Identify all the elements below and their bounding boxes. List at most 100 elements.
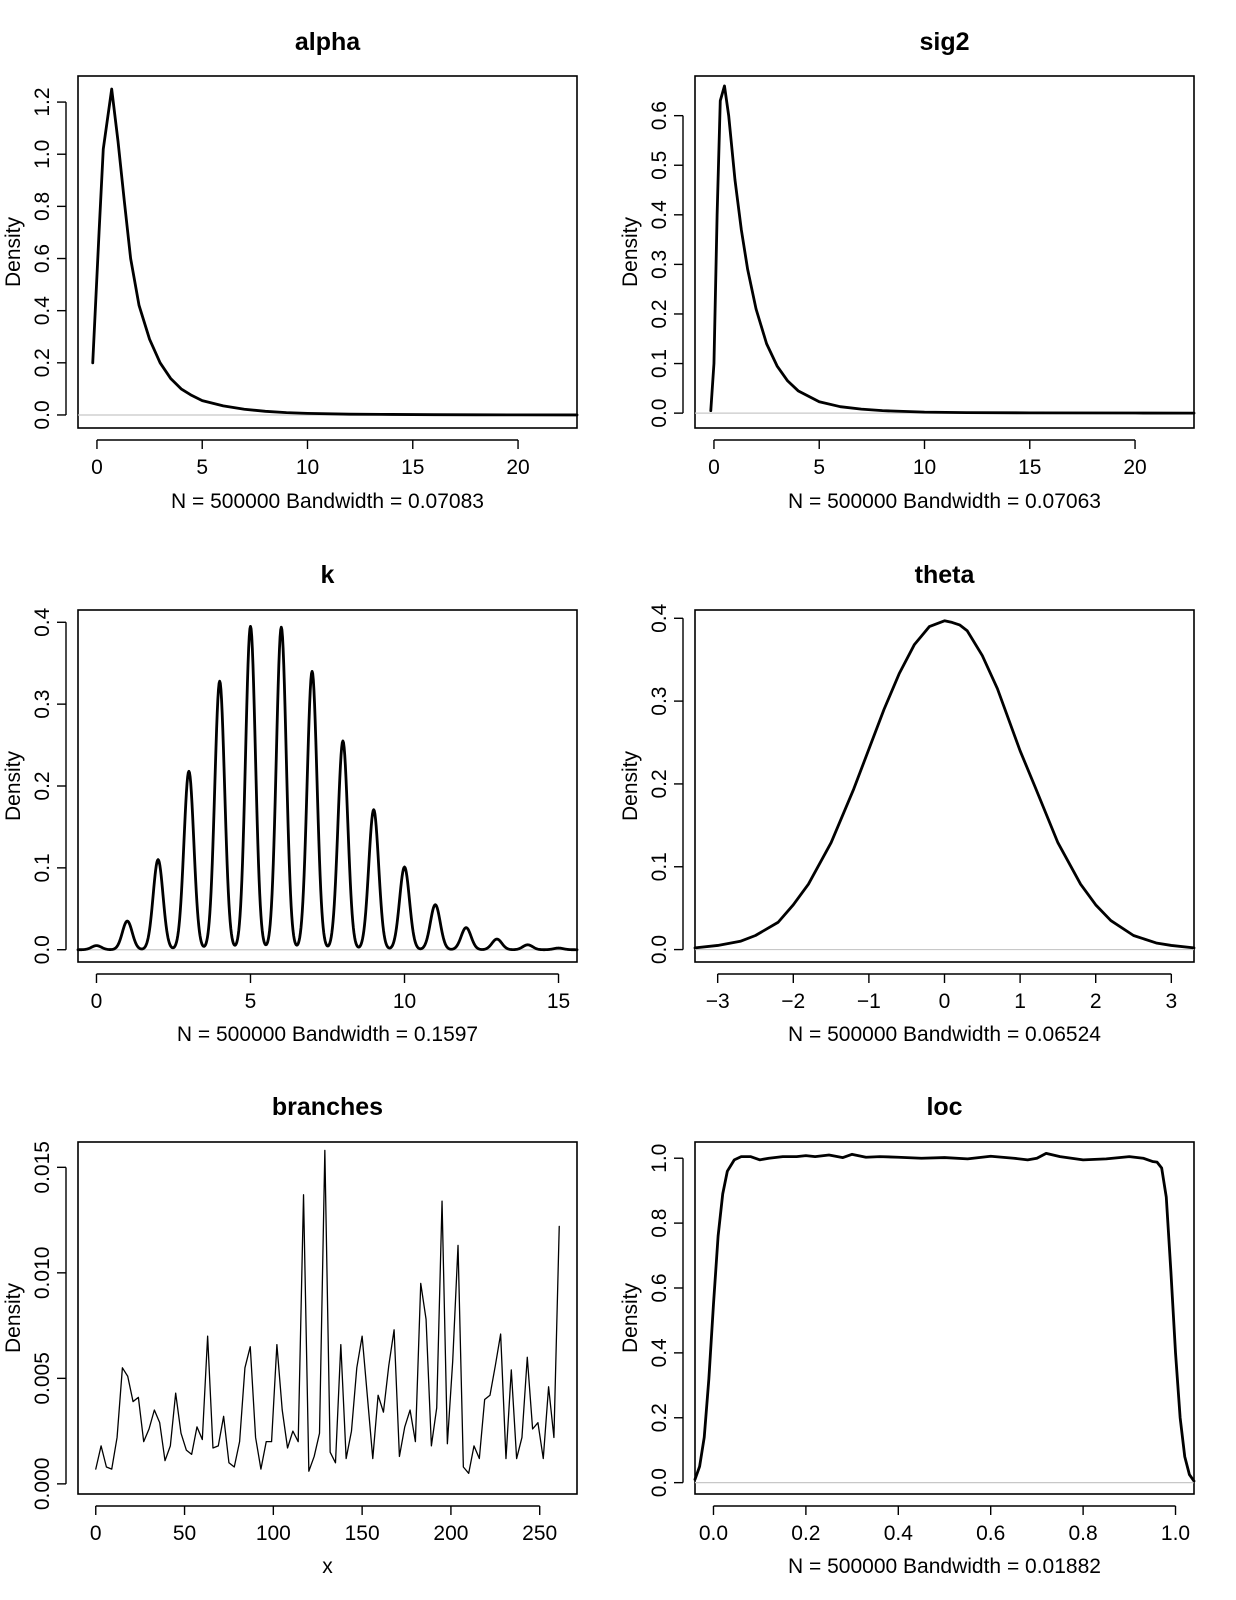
y-axis-label: Density xyxy=(619,1282,642,1353)
x-axis: 0 50 100 150 200 250 xyxy=(90,1505,557,1545)
panel-k: k 0 5 10 15 0.0 0.1 0.2 0.3 0.4 N = 500000 Bandwid… xyxy=(2,561,579,1046)
x-tick-label: 3 xyxy=(1165,990,1177,1013)
plot-frame xyxy=(77,1141,578,1495)
y-tick-label: 0.000 xyxy=(31,1458,54,1511)
y-tick-label: 0.015 xyxy=(31,1141,54,1194)
x-tick-label: 0.6 xyxy=(976,1522,1005,1545)
panel-sig2: sig2 0 5 10 15 20 0.0 0.1 0.2 0.3 0.4 0.5 0.6 N = 500… xyxy=(619,28,1196,513)
y-tick-label: 0.4 xyxy=(31,607,54,637)
x-axis-label: N = 500000 Bandwidth = 0.01882 xyxy=(788,1555,1101,1578)
y-axis: 0.0 0.2 0.4 0.6 0.8 1.0 1.2 xyxy=(31,87,67,430)
chart-title: k xyxy=(321,561,335,589)
chart-title: loc xyxy=(926,1093,962,1121)
x-tick-label: 10 xyxy=(913,456,936,479)
y-tick-label: 0.1 xyxy=(648,852,671,881)
density-line xyxy=(95,1149,560,1474)
x-axis: 0 5 10 15 20 xyxy=(91,439,530,479)
y-tick-label: 1.2 xyxy=(31,87,54,116)
x-tick-label: 0 xyxy=(708,456,720,479)
x-axis: −3 −2 −1 0 1 2 3 xyxy=(706,973,1177,1013)
y-tick-label: 0.4 xyxy=(648,603,671,633)
y-tick-label: 0.0 xyxy=(31,935,54,964)
y-axis: 0.0 0.2 0.4 0.6 0.8 1.0 xyxy=(648,1144,684,1497)
y-axis: 0.000 0.005 0.010 0.015 xyxy=(31,1141,67,1511)
y-axis-label: Density xyxy=(2,216,25,287)
y-tick-label: 1.0 xyxy=(31,140,54,169)
chart-title: sig2 xyxy=(919,28,969,56)
density-line xyxy=(709,84,1196,415)
x-tick-label: 0.4 xyxy=(884,1522,914,1545)
y-tick-label: 0.8 xyxy=(648,1209,671,1238)
y-tick-label: 0.005 xyxy=(31,1352,54,1405)
y-tick-label: 0.3 xyxy=(648,250,671,279)
x-tick-label: 15 xyxy=(401,456,424,479)
y-axis-label: Density xyxy=(619,750,642,821)
x-tick-label: 20 xyxy=(506,456,529,479)
x-tick-label: 2 xyxy=(1090,990,1102,1013)
x-tick-label: 15 xyxy=(547,990,570,1013)
plot-frame xyxy=(77,609,578,963)
plot-frame xyxy=(694,75,1195,429)
x-tick-label: 0.8 xyxy=(1069,1522,1098,1545)
x-tick-label: 5 xyxy=(245,990,257,1013)
chart-title: branches xyxy=(272,1093,383,1121)
plot-frame xyxy=(77,75,578,429)
y-axis-label: Density xyxy=(2,1282,25,1353)
y-tick-label: 0.1 xyxy=(648,349,671,378)
x-tick-label: 100 xyxy=(256,1522,291,1545)
panel-theta: theta −3 −2 −1 0 1 2 3 0.0 0.1 0.2 0.3 0.4 N = 500000… xyxy=(619,561,1196,1046)
y-tick-label: 0.0 xyxy=(31,400,54,429)
y-tick-label: 0.6 xyxy=(648,1273,671,1302)
y-tick-label: 0.2 xyxy=(648,1403,671,1432)
x-tick-label: 15 xyxy=(1018,456,1041,479)
density-line xyxy=(693,619,1196,950)
density-line xyxy=(91,87,579,417)
density-line xyxy=(76,624,579,952)
x-tick-label: 200 xyxy=(433,1522,468,1545)
x-tick-label: 0 xyxy=(939,990,951,1013)
y-tick-label: 0.3 xyxy=(31,690,54,719)
x-axis-label: x xyxy=(322,1555,333,1578)
y-tick-label: 0.1 xyxy=(31,853,54,882)
x-tick-label: 0 xyxy=(91,456,103,479)
y-tick-label: 0.0 xyxy=(648,935,671,964)
y-tick-label: 0.5 xyxy=(648,151,671,180)
x-axis: 0.0 0.2 0.4 0.6 0.8 1.0 xyxy=(699,1505,1190,1545)
y-tick-label: 0.3 xyxy=(648,687,671,716)
x-tick-label: 1 xyxy=(1014,990,1026,1013)
y-tick-label: 0.4 xyxy=(648,1338,671,1368)
x-tick-label: 0 xyxy=(90,1522,102,1545)
y-tick-label: 1.0 xyxy=(648,1144,671,1173)
y-tick-label: 0.2 xyxy=(31,771,54,800)
x-tick-label: 250 xyxy=(522,1522,557,1545)
y-tick-label: 0.2 xyxy=(648,769,671,798)
chart-title: alpha xyxy=(295,28,361,56)
y-axis: 0.0 0.1 0.2 0.3 0.4 0.5 0.6 xyxy=(648,101,684,428)
y-tick-label: 0.4 xyxy=(31,296,54,326)
y-axis: 0.0 0.1 0.2 0.3 0.4 xyxy=(31,607,67,964)
x-tick-label: −3 xyxy=(706,990,730,1013)
x-tick-label: 20 xyxy=(1123,456,1146,479)
x-axis: 0 5 10 15 20 xyxy=(708,439,1147,479)
x-tick-label: 10 xyxy=(393,990,416,1013)
y-tick-label: 0.6 xyxy=(31,244,54,273)
y-axis-label: Density xyxy=(619,216,642,287)
x-tick-label: 5 xyxy=(196,456,208,479)
y-tick-label: 0.2 xyxy=(648,299,671,328)
panel-loc: loc 0.0 0.2 0.4 0.6 0.8 1.0 0.0 0.2 0.4 0.6 0.8 1.0 N… xyxy=(619,1093,1196,1578)
x-tick-label: 5 xyxy=(813,456,825,479)
y-tick-label: 0.0 xyxy=(648,1468,671,1497)
panel-alpha: alpha 0 5 10 15 20 0.0 0.2 0.4 0.6 0.8 1.0 1.2 N = 50… xyxy=(2,28,579,513)
y-tick-label: 0.0 xyxy=(648,399,671,428)
chart-title: theta xyxy=(915,561,976,589)
y-tick-label: 0.2 xyxy=(31,348,54,377)
x-tick-label: 1.0 xyxy=(1161,1522,1190,1545)
y-axis-label: Density xyxy=(2,750,25,821)
x-tick-label: 150 xyxy=(345,1522,380,1545)
x-axis-label: N = 500000 Bandwidth = 0.06524 xyxy=(788,1023,1101,1046)
x-axis: 0 5 10 15 xyxy=(91,973,570,1013)
x-tick-label: −2 xyxy=(781,990,805,1013)
y-tick-label: 0.8 xyxy=(31,192,54,221)
y-tick-label: 0.010 xyxy=(31,1247,54,1300)
